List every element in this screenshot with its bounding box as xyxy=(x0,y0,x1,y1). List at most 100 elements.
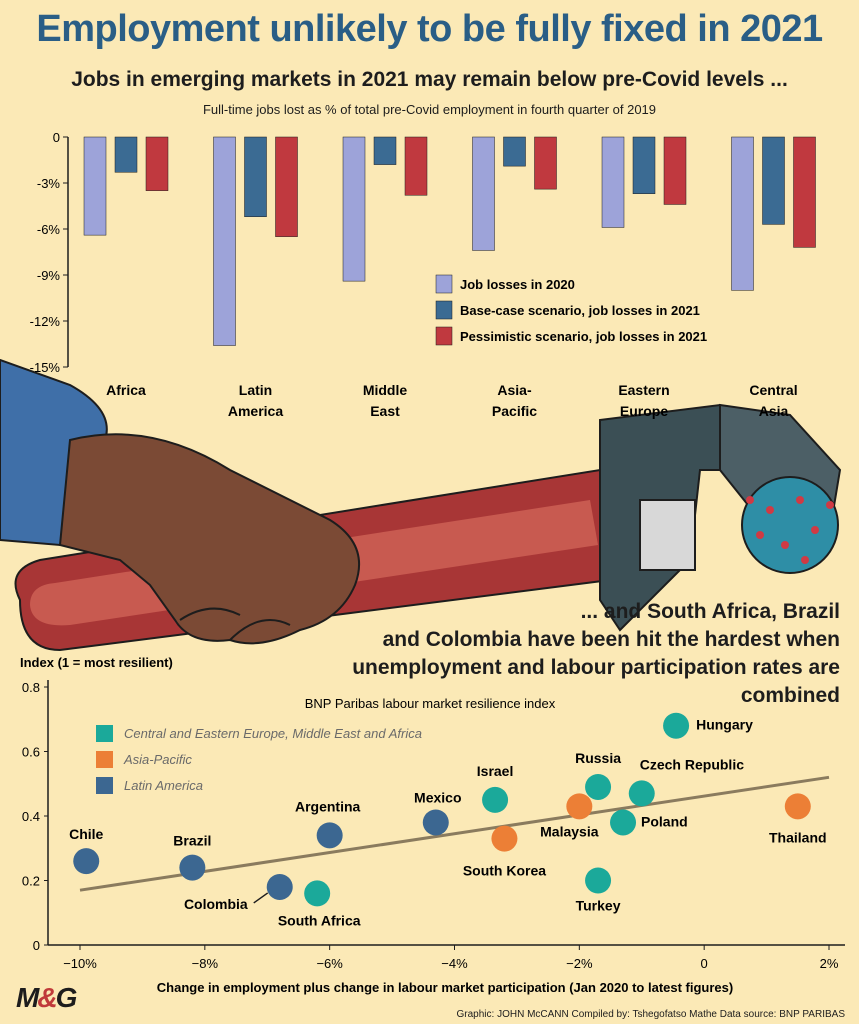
bar xyxy=(145,136,169,191)
y-tick-label: 0 xyxy=(33,938,40,953)
x-category-label: America xyxy=(228,403,283,419)
legend-label: Asia-Pacific xyxy=(123,752,192,767)
credits: Graphic: JOHN McCANN Compiled by: Tshego… xyxy=(456,1009,846,1020)
data-point xyxy=(73,848,100,875)
bar xyxy=(601,136,625,228)
x-tick-label: 0 xyxy=(701,956,708,971)
data-point xyxy=(566,793,593,820)
x-tick-label: −4% xyxy=(441,956,468,971)
data-point xyxy=(784,793,811,820)
logo-text: M xyxy=(16,982,39,1013)
data-point xyxy=(663,712,690,739)
legend-swatch xyxy=(96,777,113,794)
bar xyxy=(472,136,495,251)
x-tick-label: 2% xyxy=(820,956,839,971)
data-point xyxy=(585,773,612,800)
y-tick-label: -9% xyxy=(37,268,61,283)
point-label: Malaysia xyxy=(540,823,599,839)
x-category-label: Middle xyxy=(363,382,408,398)
scatter-heading-line: ... and South Africa, Brazil xyxy=(580,600,840,623)
legend-swatch xyxy=(435,326,453,346)
data-point xyxy=(628,780,655,807)
y-tick-label: 0.6 xyxy=(22,745,40,760)
data-point xyxy=(610,809,637,836)
point-label: Turkey xyxy=(576,898,621,914)
legend-swatch xyxy=(96,725,113,742)
y-tick-label: 0.4 xyxy=(22,809,40,824)
x-tick-label: −2% xyxy=(566,956,593,971)
leader-line xyxy=(253,892,269,904)
y-tick-label: 0.2 xyxy=(22,874,40,889)
point-label: Colombia xyxy=(184,896,248,912)
bar xyxy=(342,136,366,282)
y-tick-label: -12% xyxy=(30,314,61,329)
scatter-heading-line: and Colombia have been hit the hardest w… xyxy=(382,628,840,651)
x-tick-label: −10% xyxy=(63,956,97,971)
legend-swatch xyxy=(435,300,453,320)
bar-chart: 0 -3% -6% -9% -12% -15% Africa Latin America Midd… xyxy=(30,130,816,419)
x-category-label: Africa xyxy=(106,382,146,398)
data-point xyxy=(491,825,518,852)
x-category-label: Asia xyxy=(759,403,789,419)
bar xyxy=(373,136,397,165)
point-label: Chile xyxy=(69,826,103,842)
legend-label: Job losses in 2020 xyxy=(460,277,575,292)
x-category-label: Europe xyxy=(620,403,668,419)
bar xyxy=(83,136,107,236)
page-title: Employment unlikely to be fully fixed in… xyxy=(36,8,823,50)
y-tick-label: -6% xyxy=(37,222,61,237)
y-axis-title: Index (1 = most resilient) xyxy=(20,655,173,670)
point-label: South Korea xyxy=(463,863,546,879)
point-label: Israel xyxy=(477,763,514,779)
bar-chart-heading: Jobs in emerging markets in 2021 may rem… xyxy=(71,68,788,91)
y-tick-label: 0 xyxy=(53,130,60,145)
logo-text: G xyxy=(55,982,78,1013)
trend-line xyxy=(79,775,830,892)
y-tick-label: -15% xyxy=(30,360,61,375)
legend-label: Latin America xyxy=(124,778,203,793)
point-label: South Africa xyxy=(278,912,361,928)
y-tick-label: 0.8 xyxy=(22,680,40,695)
point-label: Argentina xyxy=(295,798,361,814)
bar xyxy=(663,136,687,205)
legend-swatch xyxy=(96,751,113,768)
x-category-label: Central xyxy=(749,382,797,398)
logo-amp: & xyxy=(37,982,57,1013)
bar xyxy=(731,136,754,291)
scatter-chart: Index (1 = most resilient) BNP Paribas la… xyxy=(20,655,845,995)
point-label: Brazil xyxy=(173,833,211,849)
bar xyxy=(503,136,526,167)
x-category-label: Asia- xyxy=(497,382,532,398)
y-tick-label: -3% xyxy=(37,176,61,191)
x-category-label: Latin xyxy=(239,382,272,398)
bar xyxy=(404,136,428,196)
scatter-heading: ... and South Africa, Brazil and Colombi… xyxy=(330,598,840,710)
bar xyxy=(275,136,298,237)
bar xyxy=(632,136,656,194)
legend-label: Central and Eastern Europe, Middle East … xyxy=(124,726,422,741)
x-category-label: Pacific xyxy=(492,403,537,419)
scatter-heading-line: unemployment and labour participation ra… xyxy=(352,656,840,707)
point-label: Russia xyxy=(575,750,621,766)
legend-label: Base-case scenario, job losses in 2021 xyxy=(460,303,700,318)
point-label: Hungary xyxy=(696,717,753,733)
virus-icon xyxy=(741,476,839,574)
hand-icon xyxy=(58,433,361,645)
legend-label: Pessimistic scenario, job losses in 2021 xyxy=(460,329,707,344)
x-category-label: East xyxy=(370,403,400,419)
bar xyxy=(213,136,236,346)
x-tick-label: −8% xyxy=(192,956,219,971)
scatter-title: BNP Paribas labour market resilience ind… xyxy=(305,696,556,711)
bar xyxy=(762,136,785,225)
data-point xyxy=(482,786,509,813)
bar-chart-note: Full-time jobs lost as % of total pre-Co… xyxy=(202,102,657,117)
bar xyxy=(114,136,138,173)
point-label: Czech Republic xyxy=(640,756,744,772)
point-label: Thailand xyxy=(769,829,827,845)
mg-logo: M&G xyxy=(16,982,78,1014)
bar xyxy=(793,136,816,248)
x-axis-title: Change in employment plus change in labo… xyxy=(157,980,733,995)
data-point xyxy=(304,880,331,907)
legend-swatch xyxy=(435,274,453,294)
